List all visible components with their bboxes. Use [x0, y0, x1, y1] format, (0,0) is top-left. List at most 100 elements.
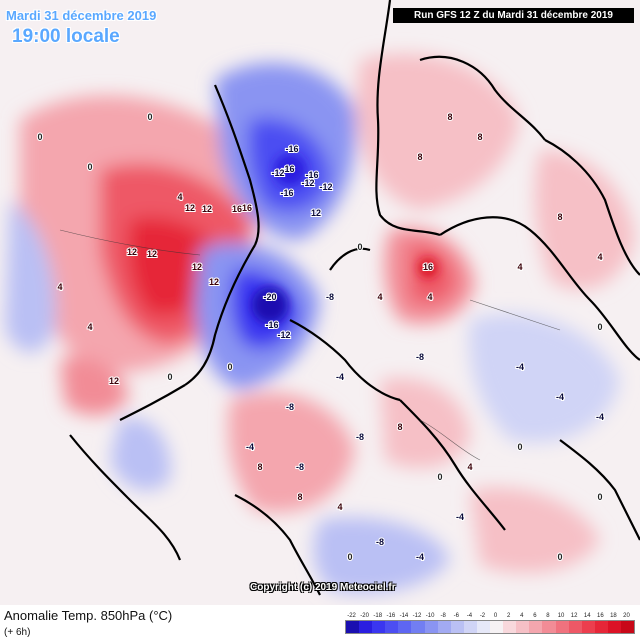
- anomaly-value-label: 0: [557, 552, 562, 562]
- legend-swatch: [424, 621, 438, 633]
- legend-value: 16: [596, 613, 604, 619]
- lead-time: (+ 6h): [4, 627, 31, 638]
- anomaly-value-label: -4: [336, 372, 344, 382]
- anomaly-value-label: -16: [285, 144, 298, 154]
- anomaly-value-label: 16: [423, 262, 433, 272]
- anomaly-value-label: 8: [477, 132, 482, 142]
- coastline-pacific-north: [69, 434, 182, 561]
- anomaly-value-label: 0: [167, 372, 172, 382]
- anomaly-value-label: 4: [427, 292, 432, 302]
- legend-swatch: [450, 621, 464, 633]
- legend-value: -12: [412, 613, 422, 619]
- cold-max-hudson: [252, 287, 288, 323]
- parameter-name: Anomalie Temp. 850hPa (°C): [4, 608, 173, 623]
- legend-value: 0: [493, 613, 498, 619]
- anomaly-value-label: -8: [376, 537, 384, 547]
- anomaly-value-label: 16: [242, 203, 252, 213]
- anomaly-value-label: 8: [417, 152, 422, 162]
- warm-anomaly-atlantic: [228, 392, 355, 513]
- coastline-arctic-islands: [289, 319, 401, 402]
- border-asia: [469, 299, 561, 331]
- anomaly-value-label: 0: [437, 472, 442, 482]
- anomaly-value-label: -12: [301, 178, 314, 188]
- border-europe: [419, 419, 481, 461]
- legend-swatch: [463, 621, 477, 633]
- anomaly-value-label: -8: [286, 402, 294, 412]
- legend-swatch: [490, 621, 504, 633]
- legend-swatch: [476, 621, 491, 633]
- cold-max-greenland: [274, 154, 306, 186]
- anomaly-value-label: -16: [280, 188, 293, 198]
- anomaly-value-label: 12: [311, 208, 321, 218]
- cold-anomaly-west-coast: [5, 200, 56, 353]
- anomaly-value-label: 4: [177, 192, 182, 202]
- legend-value: 12: [570, 613, 578, 619]
- legend-value: 6: [533, 613, 537, 619]
- anomaly-value-label: -16: [305, 170, 318, 180]
- legend-swatch: [372, 621, 386, 633]
- anomaly-value-label: 12: [192, 262, 202, 272]
- anomaly-value-label: 4: [467, 462, 472, 472]
- cold-anomaly-pacific: [110, 418, 171, 491]
- anomaly-value-label: 12: [202, 204, 212, 214]
- legend-swatch: [437, 621, 451, 633]
- anomaly-value-label: 8: [397, 422, 402, 432]
- anomaly-value-label: -4: [416, 552, 424, 562]
- legend-value: -6: [453, 613, 459, 619]
- coastline-siberia: [419, 55, 546, 141]
- model-run-info: Run GFS 12 Z du Mardi 31 décembre 2019: [393, 8, 634, 23]
- anomaly-value-label: 12: [185, 203, 195, 213]
- legend-value: -22: [347, 613, 356, 619]
- anomaly-value-label: 8: [447, 112, 452, 122]
- anomaly-value-label: 4: [517, 262, 522, 272]
- anomaly-value-label: -8: [416, 352, 424, 362]
- legend-value: 2: [507, 613, 511, 619]
- map-canvas: -16-16-12 -16-12-16-1212-20-16-12-8-8-4-4…: [5, 0, 640, 596]
- anomaly-value-label: 12: [209, 277, 219, 287]
- anomaly-value-labels: -16-16-12 -16-12-16-1212-20-16-12-8-8-4-4…: [36, 111, 605, 563]
- color-legend: -22 -20 -18 -16 -14 -12 -10 -8 -6 -4 -2 0 2 4 6 8 10 12 14…: [345, 613, 635, 637]
- anomaly-value-label: -16: [281, 164, 294, 174]
- legend-swatch: [620, 621, 635, 633]
- legend-value: -18: [373, 613, 383, 619]
- anomaly-value-label: -12: [277, 330, 290, 340]
- legend-swatch: [555, 621, 569, 633]
- temperature-anomaly-map: -16 -16 -12 -16 -12 -16 -12 12 -20 -16 -12 -8 -8 -4 -4…: [0, 0, 640, 605]
- legend-swatch: [398, 621, 412, 633]
- anomaly-value-label: -8: [356, 432, 364, 442]
- borders: [59, 229, 561, 461]
- legend-swatch: [516, 621, 530, 633]
- warm-anomaly-us-south: [60, 357, 130, 416]
- legend-value: 10: [557, 613, 565, 619]
- legend-swatch: [359, 621, 373, 633]
- legend-value: -16: [386, 613, 396, 619]
- coastline-svalbard: [329, 247, 371, 271]
- legend-value: 14: [583, 613, 591, 619]
- legend-value: 4: [520, 613, 524, 619]
- anomaly-value-label: 12: [109, 376, 119, 386]
- legend-swatch: [607, 621, 621, 633]
- legend-color-bar: [345, 620, 635, 634]
- anomaly-value-label: 12: [147, 249, 157, 259]
- anomaly-value-label: -20: [263, 292, 276, 302]
- anomaly-value-label: 0: [87, 162, 92, 172]
- anomaly-value-label: 0: [347, 552, 352, 562]
- anomaly-value-label: 4: [377, 292, 382, 302]
- anomaly-value-label: -4: [456, 512, 464, 522]
- coastline-africa-north: [234, 494, 321, 596]
- anomaly-value-label: 4: [87, 322, 92, 332]
- anomaly-value-label: 0: [517, 442, 522, 452]
- legend-swatch: [542, 621, 556, 633]
- forecast-date: Mardi 31 décembre 2019: [6, 8, 157, 23]
- border-canada-usa: [59, 229, 201, 256]
- warm-anomaly-siberia: [355, 53, 520, 210]
- anomaly-value-label: 4: [597, 252, 602, 262]
- anomaly-value-label: 0: [227, 362, 232, 372]
- coastline-hudson-east: [184, 244, 256, 386]
- map-footer: Anomalie Temp. 850hPa (°C) (+ 6h) -22 -20…: [0, 605, 640, 640]
- anomaly-value-label: 16: [232, 204, 242, 214]
- anomaly-value-label: 0: [597, 492, 602, 502]
- coastline-labrador: [119, 384, 186, 421]
- coastline-far-east: [544, 139, 640, 276]
- legend-swatch: [594, 621, 608, 633]
